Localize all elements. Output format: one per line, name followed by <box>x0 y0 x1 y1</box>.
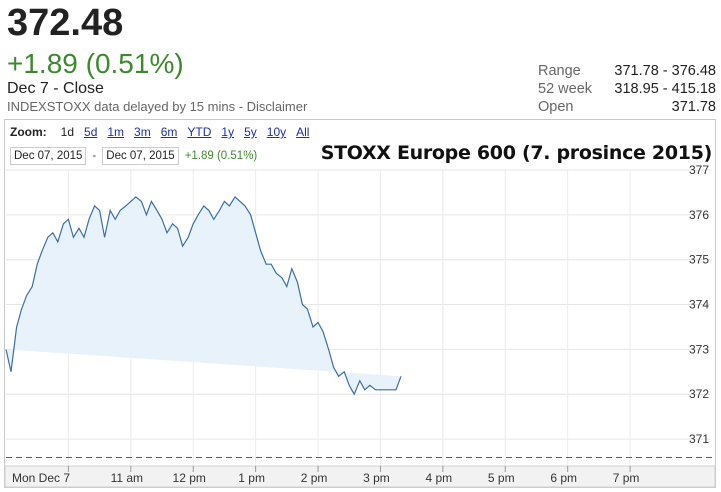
x-tick-label: 3 pm <box>363 471 390 485</box>
x-tick-label: Mon Dec 7 <box>12 471 70 485</box>
zoom-all[interactable]: All <box>296 125 310 139</box>
zoom-label: Zoom: <box>10 125 47 139</box>
x-tick-label: 11 am <box>111 471 143 485</box>
x-tick-label: 7 pm <box>613 471 640 485</box>
y-tick-label: 376 <box>689 208 709 222</box>
delayed-notice[interactable]: INDEXSTOXX data delayed by 15 mins - Dis… <box>7 99 308 114</box>
date-range: Dec 07, 2015 - Dec 07, 2015 +1.89 (0.51%… <box>10 147 257 165</box>
stats-panel: Range 371.78 - 376.48 52 week 318.95 - 4… <box>538 62 716 116</box>
date-separator: - <box>92 150 97 162</box>
x-tick-label: 6 pm <box>550 471 577 485</box>
zoom-5d[interactable]: 5d <box>84 125 98 139</box>
stat-value: 318.95 - 415.18 <box>614 81 716 97</box>
stat-label: Range <box>538 63 581 79</box>
close-label: Dec 7 - Close <box>7 80 104 97</box>
y-tick-label: 371 <box>689 432 709 446</box>
x-tick-label: 2 pm <box>301 471 328 485</box>
zoom-3m[interactable]: 3m <box>134 125 151 139</box>
stat-label: Open <box>538 99 574 115</box>
y-tick-label: 373 <box>689 342 709 356</box>
zoom-ytd[interactable]: YTD <box>187 125 212 139</box>
zoom-bar: Zoom: 1d 5d 1m 3m 6m YTD 1y 5y 10y All <box>10 125 319 139</box>
x-axis-band <box>4 465 716 488</box>
zoom-1y[interactable]: 1y <box>221 125 235 139</box>
zoom-5y[interactable]: 5y <box>244 125 257 139</box>
range-change: +1.89 (0.51%) <box>184 150 258 162</box>
zoom-6m[interactable]: 6m <box>160 125 178 139</box>
stat-value: 371.78 <box>671 99 716 115</box>
zoom-1d[interactable]: 1d <box>60 125 75 139</box>
x-tick-label: 4 pm <box>426 471 453 485</box>
date-from-input[interactable]: Dec 07, 2015 <box>10 147 87 165</box>
chart-title: STOXX Europe 600 (7. prosince 2015) <box>320 142 713 164</box>
price-line <box>5 195 402 396</box>
price-change: +1.89 (0.51%) <box>7 48 184 79</box>
price-area <box>6 196 401 395</box>
stat-label: 52 week <box>538 81 593 97</box>
zoom-10y[interactable]: 10y <box>266 125 287 139</box>
stat-open: Open 371.78 <box>538 98 716 116</box>
stat-52week: 52 week 318.95 - 415.18 <box>538 80 716 98</box>
last-price: 372.48 <box>7 2 124 44</box>
stat-range: Range 371.78 - 376.48 <box>538 62 716 80</box>
date-to-input[interactable]: Dec 07, 2015 <box>102 147 179 165</box>
stat-value: 371.78 - 376.48 <box>614 63 716 79</box>
y-tick-label: 375 <box>689 253 709 267</box>
y-tick-label: 377 <box>689 163 709 177</box>
zoom-1m[interactable]: 1m <box>107 125 125 139</box>
x-tick-label: 5 pm <box>488 471 515 485</box>
x-tick-label: 1 pm <box>238 471 265 485</box>
y-tick-label: 372 <box>689 387 709 401</box>
x-tick-label: 12 pm <box>173 471 206 485</box>
y-tick-label: 374 <box>689 298 709 312</box>
